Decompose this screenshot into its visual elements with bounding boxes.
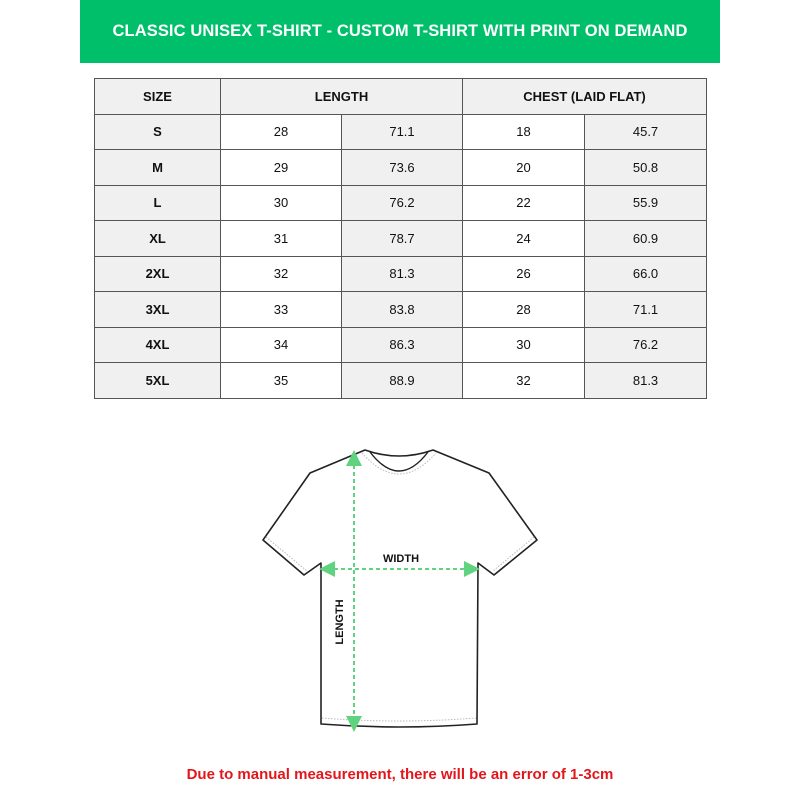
header-size: SIZE: [94, 78, 221, 115]
table-row: 3XL 33 83.8 28 71.1: [94, 291, 708, 328]
title-banner: CLASSIC UNISEX T-SHIRT - CUSTOM T-SHIRT …: [80, 0, 720, 63]
cell-length-cm: 88.9: [340, 362, 464, 399]
cell-length-cm: 86.3: [340, 326, 464, 363]
cell-chest-in: 20: [462, 149, 586, 186]
measurement-note: Due to manual measurement, there will be…: [186, 766, 614, 783]
page-title: CLASSIC UNISEX T-SHIRT - CUSTOM T-SHIRT …: [112, 22, 688, 40]
cell-length-cm: 78.7: [340, 220, 464, 257]
cell-length-in: 28: [220, 113, 342, 150]
cell-size: M: [94, 149, 221, 186]
cell-length-in: 35: [220, 362, 342, 399]
width-label: WIDTH: [383, 553, 419, 565]
tshirt-outline: [262, 449, 538, 728]
cell-length-in: 33: [220, 291, 342, 328]
cell-size: 5XL: [94, 362, 221, 399]
cell-chest-in: 18: [462, 113, 586, 150]
header-chest: CHEST (LAID FLAT): [462, 78, 708, 115]
cell-length-in: 29: [220, 149, 342, 186]
cell-chest-in: 30: [462, 326, 586, 363]
cell-size: L: [94, 184, 221, 221]
cell-length-cm: 76.2: [340, 184, 464, 221]
cell-size: 2XL: [94, 255, 221, 292]
cell-chest-cm: 50.8: [584, 149, 708, 186]
cell-length-cm: 81.3: [340, 255, 464, 292]
table-row: XL 31 78.7 24 60.9: [94, 220, 708, 257]
table-row: M 29 73.6 20 50.8: [94, 149, 708, 186]
cell-length-cm: 71.1: [340, 113, 464, 150]
cell-size: S: [94, 113, 221, 150]
cell-length-cm: 73.6: [340, 149, 464, 186]
cell-length-in: 30: [220, 184, 342, 221]
cell-chest-in: 26: [462, 255, 586, 292]
size-chart-table: SIZE LENGTH CHEST (LAID FLAT) S 28 71.1 18 4…: [94, 78, 708, 399]
table-row: 5XL 35 88.9 32 81.3: [94, 362, 708, 399]
table-row: S 28 71.1 18 45.7: [94, 113, 708, 150]
cell-length-cm: 83.8: [340, 291, 464, 328]
cell-size: 4XL: [94, 326, 221, 363]
cell-size: 3XL: [94, 291, 221, 328]
cell-chest-in: 32: [462, 362, 586, 399]
cell-chest-cm: 60.9: [584, 220, 708, 257]
cell-chest-cm: 55.9: [584, 184, 708, 221]
cell-chest-cm: 81.3: [584, 362, 708, 399]
cell-chest-in: 28: [462, 291, 586, 328]
length-label: LENGTH: [334, 599, 346, 644]
table-header-row: SIZE LENGTH CHEST (LAID FLAT): [94, 78, 708, 115]
cell-chest-in: 24: [462, 220, 586, 257]
cell-size: XL: [94, 220, 221, 257]
cell-chest-cm: 66.0: [584, 255, 708, 292]
cell-chest-cm: 71.1: [584, 291, 708, 328]
